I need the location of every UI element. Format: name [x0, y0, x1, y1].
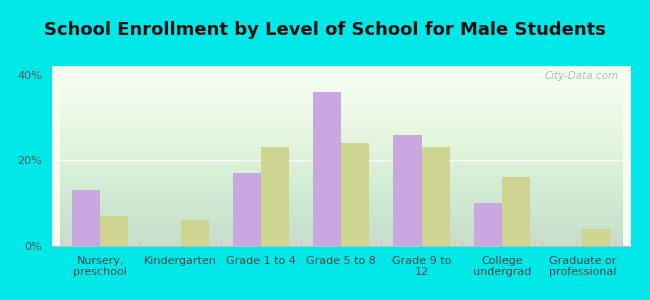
Bar — [261, 147, 289, 246]
Bar — [502, 177, 530, 246]
Bar — [474, 203, 502, 246]
Bar — [72, 190, 100, 246]
Bar — [393, 135, 422, 246]
Bar — [422, 147, 450, 246]
Bar — [341, 143, 369, 246]
Text: School Enrollment by Level of School for Male Students: School Enrollment by Level of School for… — [44, 21, 606, 39]
Bar — [313, 92, 341, 246]
Text: City-Data.com: City-Data.com — [545, 71, 619, 81]
Bar — [233, 173, 261, 246]
Bar — [181, 220, 209, 246]
Bar — [100, 216, 128, 246]
Bar — [582, 229, 610, 246]
